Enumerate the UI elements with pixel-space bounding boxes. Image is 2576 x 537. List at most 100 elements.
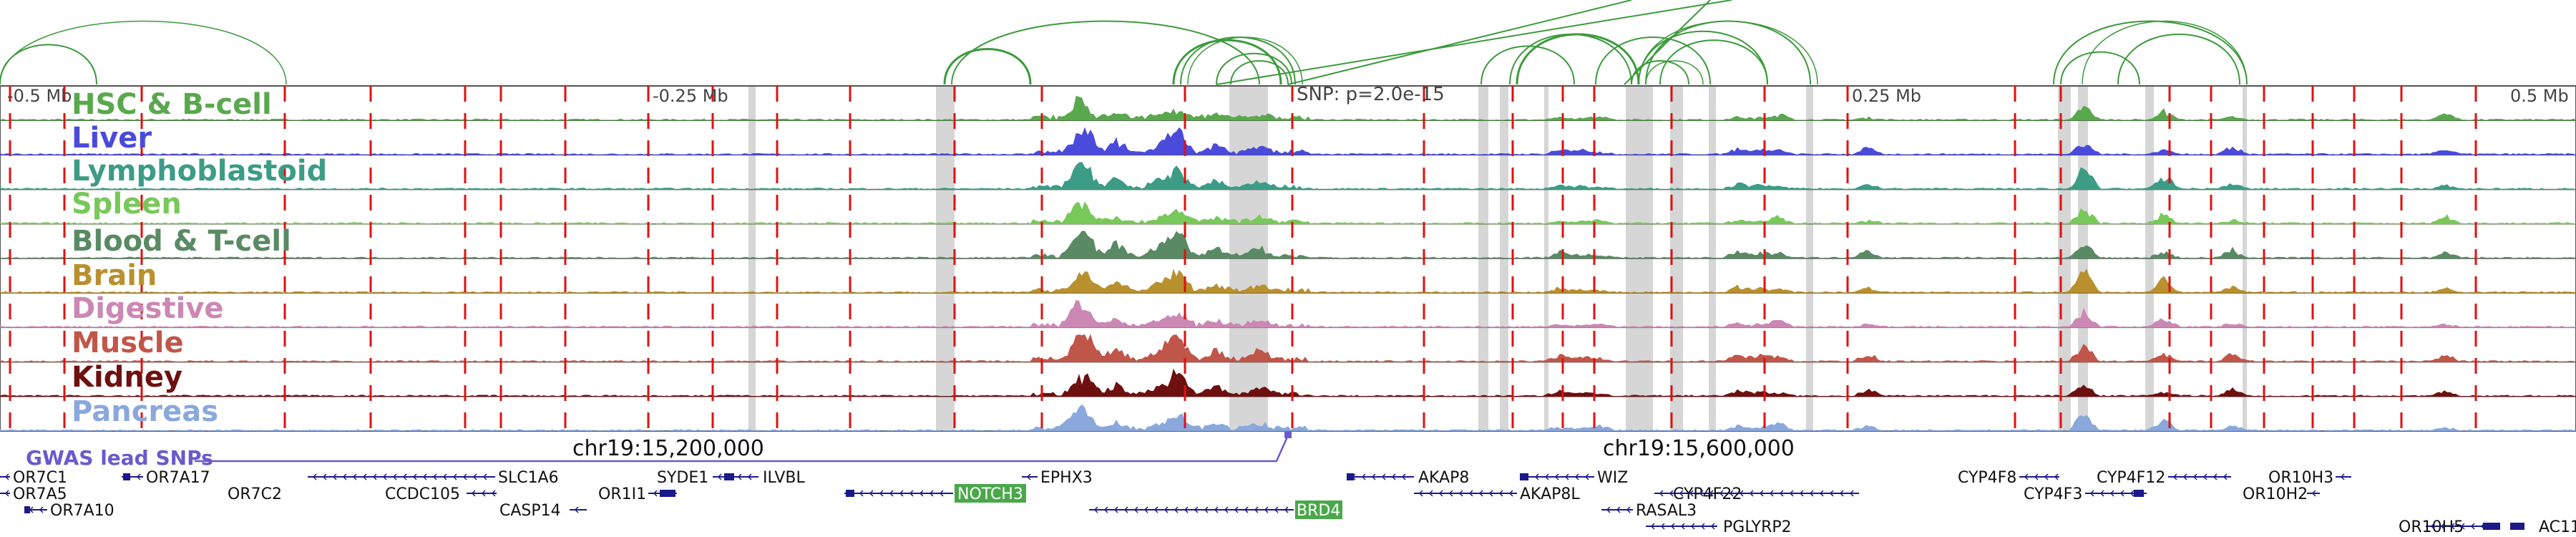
interaction-arc xyxy=(1645,20,1811,85)
gwas-snp-marker[interactable] xyxy=(1284,431,1292,438)
interaction-arc xyxy=(1638,20,1818,85)
strand-chevron xyxy=(1244,506,1249,513)
gene-label-cyp4f8[interactable]: CYP4F8 xyxy=(1958,469,2016,487)
gene-label-rasal3[interactable]: RASAL3 xyxy=(1636,502,1697,520)
track-label-hsc-bcell: HSC & B-cell xyxy=(72,88,272,121)
coord-label-15600000: chr19:15,600,000 xyxy=(1603,436,1795,461)
gene-label-casp14[interactable]: CASP14 xyxy=(499,502,561,520)
strand-chevron xyxy=(1669,490,1674,497)
strand-chevron xyxy=(1554,473,1559,480)
gene-label-ccdc105[interactable]: CCDC105 xyxy=(385,485,460,503)
strand-chevron xyxy=(1438,490,1443,497)
strand-chevron xyxy=(889,490,894,497)
gene-label-akap8l[interactable]: AKAP8L xyxy=(1520,485,1580,503)
gene-label-or1i1[interactable]: OR1I1 xyxy=(598,485,646,503)
gene-label-or7a5[interactable]: OR7A5 xyxy=(13,485,67,503)
strand-chevron xyxy=(402,473,407,480)
strand-chevron xyxy=(1769,490,1774,497)
strand-chevron xyxy=(2099,490,2104,497)
gene-label-or10h3[interactable]: OR10H3 xyxy=(2268,469,2333,487)
gene-label-brd4[interactable]: BRD4 xyxy=(1297,502,1340,520)
strand-chevron xyxy=(1626,506,1631,513)
strand-chevron xyxy=(2212,473,2218,480)
strand-chevron xyxy=(382,473,387,480)
strand-chevron xyxy=(372,473,377,480)
track-signal xyxy=(0,95,2576,121)
gene-exon-wiz xyxy=(1520,473,1528,480)
track-signal xyxy=(0,368,2576,397)
track-label-muscle: Muscle xyxy=(72,326,184,359)
interaction-arc xyxy=(1180,37,1296,85)
coordinate-labels: chr19:15,200,000 chr19:15,600,000 xyxy=(572,436,1795,461)
strand-chevron xyxy=(1689,490,1694,497)
gene-exon-or1i1 xyxy=(660,490,675,497)
gene-label-notch3[interactable]: NOTCH3 xyxy=(957,485,1023,503)
gene-label-or7a10[interactable]: OR7A10 xyxy=(50,502,114,520)
gene-label-ephx3[interactable]: EPHX3 xyxy=(1040,469,1093,487)
strand-chevron xyxy=(1143,506,1148,513)
interaction-arc xyxy=(2053,20,2248,85)
gene-label-cyp4f22[interactable]: CYP4F22 xyxy=(1673,485,1742,503)
gene-label-or7c1[interactable]: OR7C1 xyxy=(13,469,67,487)
strand-chevron xyxy=(1680,523,1685,530)
gene-label-wiz[interactable]: WIZ xyxy=(1597,469,1628,487)
strand-chevron xyxy=(1574,473,1579,480)
interaction-arc xyxy=(2082,20,2248,85)
strand-chevron xyxy=(899,490,904,497)
gwas-label: GWAS lead SNPs xyxy=(26,446,213,470)
gwas-connector xyxy=(195,435,1289,463)
strand-chevron xyxy=(737,473,742,480)
gene-label-cyp4f3[interactable]: CYP4F3 xyxy=(2024,485,2082,503)
strand-chevron xyxy=(1690,523,1695,530)
strand-chevron xyxy=(1719,490,1724,497)
strand-chevron xyxy=(2054,473,2059,480)
gene-label-ac11[interactable]: AC11 xyxy=(2539,518,2576,536)
strand-chevron xyxy=(2119,490,2124,497)
interaction-arc xyxy=(1638,30,1768,85)
gene-label-or7a17[interactable]: OR7A17 xyxy=(146,469,210,487)
strand-chevron xyxy=(1699,490,1704,497)
strand-chevron xyxy=(1524,473,1529,480)
strand-chevron xyxy=(352,473,357,480)
interaction-arc xyxy=(1216,0,1732,85)
interaction-arc xyxy=(943,48,1032,85)
gene-label-cyp4f12[interactable]: CYP4F12 xyxy=(2097,469,2165,487)
gene-label-or10h2[interactable]: OR10H2 xyxy=(2243,485,2308,503)
strand-chevron xyxy=(859,490,864,497)
strand-chevron xyxy=(332,473,337,480)
strand-chevron xyxy=(727,473,732,480)
scale-label-minus-0-25mb: -0.25 Mb xyxy=(653,86,728,106)
strand-chevron xyxy=(919,490,924,497)
strand-chevron xyxy=(2440,523,2445,530)
strand-chevron xyxy=(1679,490,1684,497)
strand-chevron xyxy=(392,473,397,480)
strand-chevron xyxy=(432,473,437,480)
interaction-arc xyxy=(1595,37,1711,85)
gene-label-pglyrp2[interactable]: PGLYRP2 xyxy=(1723,518,1792,536)
strand-chevron xyxy=(1194,506,1199,513)
gene-label-or7c2[interactable]: OR7C2 xyxy=(228,485,282,503)
gene-label-ilvbl[interactable]: ILVBL xyxy=(763,469,805,487)
gene-label-syde1[interactable]: SYDE1 xyxy=(657,469,708,487)
interaction-arcs xyxy=(0,0,2248,85)
track-signal xyxy=(0,127,2576,155)
gene-label-akap8[interactable]: AKAP8 xyxy=(1418,469,1469,487)
strand-chevron xyxy=(1819,490,1824,497)
track-signal xyxy=(0,268,2576,294)
strand-chevron xyxy=(2470,523,2475,530)
strand-chevron xyxy=(1264,506,1269,513)
strand-chevron xyxy=(481,490,486,497)
gene-label-or10h5[interactable]: OR10H5 xyxy=(2399,518,2464,536)
track-label-kidney: Kidney xyxy=(72,361,182,394)
interaction-arc xyxy=(0,44,97,85)
strand-chevron xyxy=(1123,506,1128,513)
strand-chevron xyxy=(342,473,347,480)
strand-chevron xyxy=(1254,506,1259,513)
interaction-arc xyxy=(0,20,287,85)
strand-chevron xyxy=(4,490,9,497)
gene-label-slc1a6[interactable]: SLC1A6 xyxy=(498,469,559,487)
strand-chevron xyxy=(2044,473,2049,480)
strand-chevron xyxy=(1729,490,1734,497)
interaction-arc xyxy=(2060,51,2140,85)
gene-highlight-brd4 xyxy=(1295,500,1342,519)
